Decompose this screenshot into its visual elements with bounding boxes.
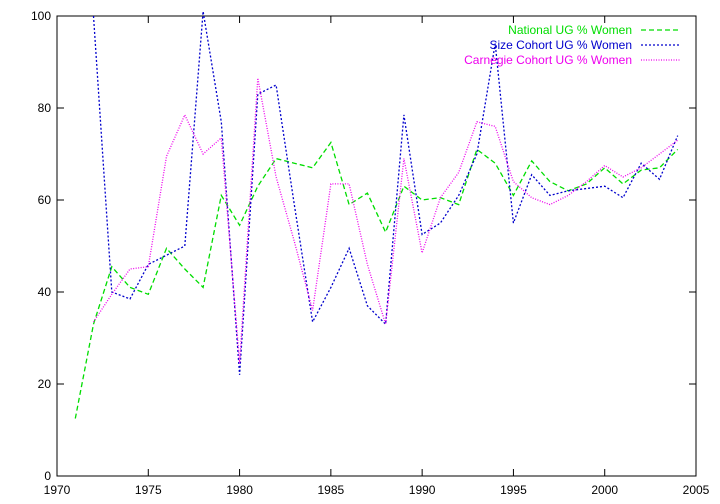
legend-label: Carnegie Cohort UG % Women <box>464 53 632 67</box>
series-line-2 <box>92 11 679 375</box>
x-tick-label: 1975 <box>135 483 162 497</box>
x-tick-label: 1980 <box>226 483 253 497</box>
series-line-1 <box>74 141 679 419</box>
x-tick-label: 2005 <box>683 483 710 497</box>
y-tick-label: 60 <box>38 193 52 207</box>
y-tick-label: 20 <box>38 377 52 391</box>
x-tick-label: 1970 <box>44 483 71 497</box>
y-tick-label: 100 <box>31 9 51 23</box>
series-line-3 <box>92 77 679 364</box>
x-tick-label: 1995 <box>500 483 527 497</box>
axes: 1970 1975 1980 1985 1990 1995 2000 2005 0 20 40 60 8… <box>31 9 710 497</box>
legend-label: Size Cohort UG % Women <box>490 38 633 52</box>
y-tick-label: 40 <box>38 285 52 299</box>
legend-label: National UG % Women <box>508 23 632 37</box>
x-tick-label: 1990 <box>409 483 436 497</box>
x-tick-label: 2000 <box>591 483 618 497</box>
x-tick-label: 1985 <box>318 483 345 497</box>
plot-frame <box>56 15 697 477</box>
y-tick-label: 0 <box>44 469 51 483</box>
series-layer <box>74 11 679 419</box>
y-tick-label: 80 <box>38 101 52 115</box>
